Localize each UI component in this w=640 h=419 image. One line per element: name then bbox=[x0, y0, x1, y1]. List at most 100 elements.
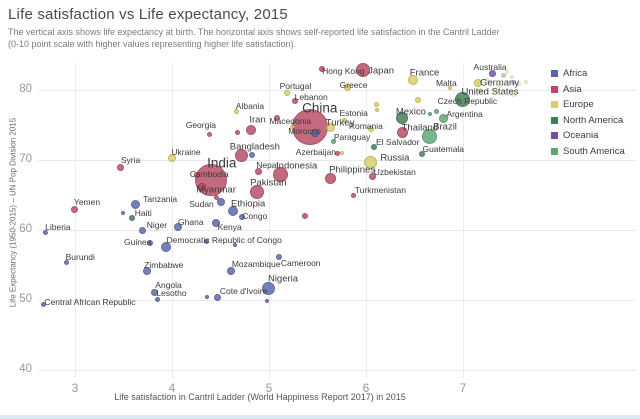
data-point-czech-republic[interactable] bbox=[415, 96, 422, 103]
data-point-mozambique[interactable] bbox=[227, 267, 236, 276]
data-point-france[interactable] bbox=[407, 75, 418, 86]
data-point[interactable] bbox=[428, 111, 433, 116]
data-point[interactable] bbox=[510, 79, 516, 85]
data-point-cameroon[interactable] bbox=[275, 254, 282, 261]
data-point-angola[interactable] bbox=[151, 288, 159, 296]
legend-item-africa[interactable]: Africa bbox=[551, 68, 625, 79]
data-point-haiti[interactable] bbox=[129, 215, 136, 222]
data-point-ghana[interactable] bbox=[173, 223, 182, 232]
data-point[interactable] bbox=[477, 88, 483, 94]
data-point-myanmar[interactable] bbox=[198, 183, 207, 192]
data-point-romania[interactable] bbox=[367, 126, 374, 133]
data-point-bangladesh[interactable] bbox=[235, 148, 249, 162]
data-point-brazil[interactable] bbox=[421, 128, 437, 144]
country-label-hong-kong: Hong Kong bbox=[322, 66, 365, 76]
data-point-nepal[interactable] bbox=[254, 168, 262, 176]
data-point-malta[interactable] bbox=[448, 85, 453, 90]
data-point[interactable] bbox=[248, 152, 255, 159]
data-point[interactable] bbox=[265, 298, 270, 303]
country-label-ethiopia: Ethiopia bbox=[230, 198, 266, 210]
data-point-kenya[interactable] bbox=[211, 219, 220, 227]
data-point-australia[interactable] bbox=[488, 70, 496, 78]
data-point[interactable] bbox=[235, 129, 241, 135]
country-label-kenya: Kenya bbox=[217, 222, 242, 232]
data-point-nigeria[interactable] bbox=[261, 281, 275, 295]
data-point-turkmenistan[interactable] bbox=[350, 193, 356, 199]
data-point-russia[interactable] bbox=[364, 155, 378, 169]
legend-item-north-america[interactable]: North America bbox=[551, 115, 625, 126]
data-point-sudan[interactable] bbox=[216, 198, 225, 206]
data-point[interactable] bbox=[493, 88, 497, 93]
data-point-hong-kong[interactable] bbox=[319, 66, 326, 72]
data-point-india[interactable] bbox=[194, 164, 227, 197]
data-point-macedonia[interactable] bbox=[289, 125, 295, 131]
data-point[interactable] bbox=[374, 101, 380, 107]
data-point-yemen[interactable] bbox=[70, 205, 78, 213]
data-point-lebanon[interactable] bbox=[292, 98, 299, 105]
data-point[interactable] bbox=[214, 194, 220, 200]
data-point-portugal[interactable] bbox=[284, 89, 291, 96]
data-point-morocco[interactable] bbox=[310, 128, 319, 137]
data-point-pakistan[interactable] bbox=[250, 185, 265, 200]
data-point-tanzania[interactable] bbox=[130, 200, 140, 210]
data-point[interactable] bbox=[233, 242, 238, 247]
data-point[interactable] bbox=[517, 81, 522, 86]
data-point[interactable] bbox=[510, 91, 516, 97]
data-point-zimbabwe[interactable] bbox=[142, 267, 151, 276]
data-point[interactable] bbox=[273, 115, 280, 121]
data-point-ethiopia[interactable] bbox=[228, 206, 239, 217]
data-point-united-states[interactable] bbox=[454, 91, 470, 107]
data-point[interactable] bbox=[434, 108, 440, 114]
data-point[interactable] bbox=[204, 295, 209, 300]
country-label-indonesia: Indonesia bbox=[276, 160, 318, 172]
data-point[interactable] bbox=[509, 75, 514, 80]
data-point-guatemala[interactable] bbox=[419, 150, 426, 157]
data-point-japan[interactable] bbox=[356, 62, 371, 77]
legend-item-europe[interactable]: Europe bbox=[551, 99, 625, 110]
data-point-congo[interactable] bbox=[238, 214, 245, 221]
legend-item-oceania[interactable]: Oceania bbox=[551, 130, 625, 141]
country-label-germany: Germany bbox=[480, 77, 520, 89]
data-point-el-salvador[interactable] bbox=[370, 143, 377, 150]
data-point-albania[interactable] bbox=[234, 109, 240, 115]
data-point-ukraine[interactable] bbox=[168, 153, 176, 162]
data-point[interactable] bbox=[501, 72, 507, 78]
data-point-philippines[interactable] bbox=[324, 172, 336, 184]
country-label-ukraine: Ukraine bbox=[171, 146, 201, 157]
data-point[interactable] bbox=[485, 77, 490, 82]
data-point-thailand[interactable] bbox=[397, 126, 409, 138]
data-point-liberia[interactable] bbox=[43, 229, 49, 235]
data-point-germany[interactable] bbox=[473, 79, 482, 87]
data-point-turkey[interactable] bbox=[325, 123, 335, 133]
data-point[interactable] bbox=[120, 211, 125, 216]
data-point-mexico[interactable] bbox=[395, 112, 408, 124]
data-point[interactable] bbox=[374, 107, 379, 112]
data-point-central-african-republic[interactable] bbox=[41, 301, 47, 307]
data-point-lesotho[interactable] bbox=[154, 296, 160, 302]
data-point-uzbekistan[interactable] bbox=[369, 173, 377, 181]
data-point-cote-d-ivoire[interactable] bbox=[214, 294, 222, 302]
gridline-y-50 bbox=[38, 300, 636, 301]
data-point-iran[interactable] bbox=[245, 124, 256, 135]
legend-item-south-america[interactable]: South America bbox=[551, 146, 625, 157]
data-point-paraguay[interactable] bbox=[330, 139, 336, 145]
data-point-burundi[interactable] bbox=[63, 259, 69, 265]
data-point-estonia[interactable] bbox=[342, 117, 348, 123]
data-point[interactable] bbox=[204, 239, 210, 245]
data-point-georgia[interactable] bbox=[207, 131, 213, 137]
data-point-guinea[interactable] bbox=[146, 240, 153, 247]
data-point[interactable] bbox=[497, 82, 503, 88]
data-point[interactable] bbox=[524, 79, 529, 84]
data-point[interactable] bbox=[301, 213, 308, 219]
data-point-indonesia[interactable] bbox=[273, 166, 289, 182]
data-point-greece[interactable] bbox=[344, 84, 352, 92]
data-point-cambodia[interactable] bbox=[194, 171, 201, 178]
country-label-democratic-republic-of-congo: Democratic Republic of Congo bbox=[166, 234, 282, 245]
data-point-democratic-republic-of-congo[interactable] bbox=[161, 241, 172, 252]
legend-item-asia[interactable]: Asia bbox=[551, 84, 625, 95]
data-point-syria[interactable] bbox=[117, 164, 125, 172]
data-point[interactable] bbox=[339, 151, 344, 155]
data-point-niger[interactable] bbox=[139, 226, 147, 234]
data-point[interactable] bbox=[504, 69, 509, 74]
data-point-argentina[interactable] bbox=[439, 114, 449, 124]
